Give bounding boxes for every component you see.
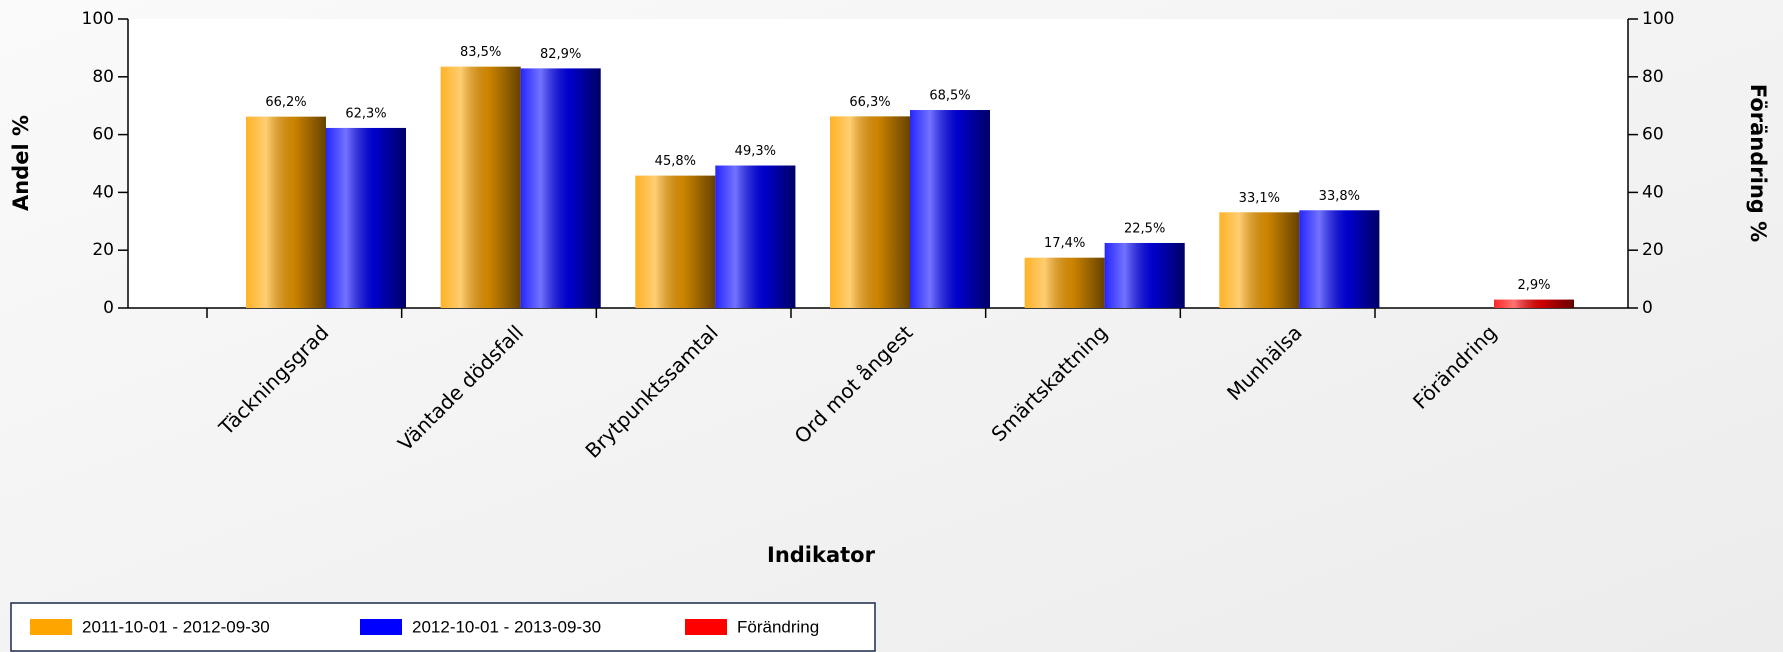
x-tick-label: Ord mot ångest [790,320,918,448]
value-label: 83,5% [460,45,501,60]
legend-swatch [685,619,727,635]
y2-tick-label: 0 [1642,298,1653,318]
y2-tick-label: 100 [1642,9,1674,29]
bar-shade [246,116,326,308]
value-label: 2,9% [1517,278,1550,293]
x-tick-label: Väntade dödsfall [393,320,528,455]
bar-shade [830,116,910,308]
bar-shade [910,110,990,308]
y-tick-label: 100 [82,9,114,29]
legend-label: 2011-10-01 - 2012-09-30 [82,617,270,636]
legend [10,602,876,652]
value-label: 22,5% [1124,221,1165,236]
y-tick-label: 40 [92,182,114,202]
y-tick-label: 80 [92,67,114,87]
value-label: 17,4% [1044,236,1085,251]
legend-label: 2012-10-01 - 2013-09-30 [412,617,601,636]
x-tick-label: Brytpunktssamtal [580,320,722,462]
x-axis-title: Indikator [767,543,876,567]
y-tick-label: 60 [92,125,114,145]
bar-shade [1219,212,1300,308]
bar-shade [635,175,716,308]
value-label: 49,3% [735,144,776,159]
value-label: 82,9% [540,47,581,62]
y2-tick-label: 60 [1642,125,1664,145]
x-tick-label: Täckningsgrad [213,320,333,440]
y2-tick-label: 40 [1642,182,1664,202]
bar-shade [440,66,521,308]
bar-shade [1024,257,1105,308]
x-tick-label: Smärtskattning [986,320,1112,446]
value-label: 66,2% [265,95,306,110]
y-tick-label: 0 [103,298,114,318]
y2-tick-label: 20 [1642,240,1664,260]
y-tick-label: 20 [92,240,114,260]
x-tick-label: Munhälsa [1222,320,1307,405]
value-label: 66,3% [849,95,890,110]
value-label: 68,5% [929,89,970,104]
legend-label: Förändring [737,617,819,636]
bar-shade [520,68,601,308]
legend-swatch [360,619,402,635]
bar-shade [1494,299,1574,308]
bar-shade [1299,210,1380,308]
bar-shade [1104,242,1185,308]
y2-axis-title: Förändring % [1746,84,1770,242]
bar-shade [715,165,796,308]
value-label: 33,8% [1319,189,1360,204]
y2-tick-label: 80 [1642,67,1664,87]
value-label: 62,3% [345,106,386,121]
x-tick-label: Förändring [1408,320,1501,413]
y-axis-title: Andel % [9,115,33,211]
value-label: 33,1% [1239,191,1280,206]
legend-swatch [30,619,72,635]
bar-shade [326,127,406,308]
value-label: 45,8% [655,154,696,169]
